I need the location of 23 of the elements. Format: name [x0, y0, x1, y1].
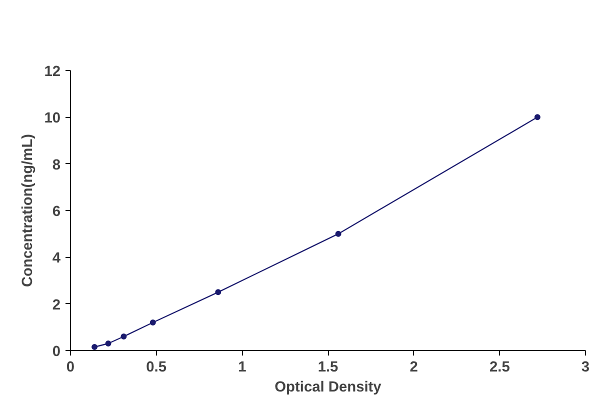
y-axis-title: Concentration(ng/mL) — [20, 134, 36, 288]
x-tick-label: 1.5 — [318, 360, 338, 376]
point — [335, 230, 342, 237]
y-tick-label: 6 — [52, 204, 61, 220]
y-tick-label: 8 — [52, 157, 61, 174]
y-tick-label: 0 — [52, 344, 61, 360]
x-tick-label: 3 — [581, 360, 590, 376]
point — [534, 114, 540, 120]
x-axis-title: Optical Density — [274, 380, 382, 396]
point — [215, 289, 222, 296]
y-tick-label: 12 — [44, 64, 61, 80]
y-tick-label: 2 — [52, 297, 61, 314]
y-tick-label: 10 — [44, 110, 61, 127]
point — [92, 344, 98, 350]
x-tick-label: 0.5 — [146, 360, 167, 376]
y-tick-label: 4 — [52, 250, 62, 267]
x-tick-label: 0 — [66, 360, 75, 376]
x-tick-label: 1 — [238, 360, 246, 376]
point — [120, 334, 127, 340]
x-tick-label: 2 — [410, 360, 418, 376]
point — [105, 340, 112, 346]
point — [150, 320, 156, 326]
x-tick-label: 2.5 — [489, 360, 510, 376]
